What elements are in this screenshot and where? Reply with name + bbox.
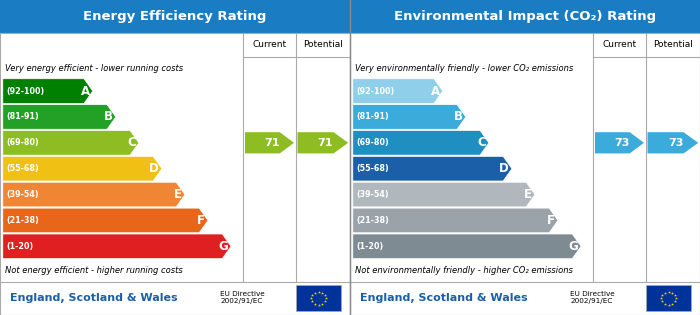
Text: England, Scotland & Wales: England, Scotland & Wales xyxy=(360,293,528,303)
Text: E: E xyxy=(174,188,182,201)
Polygon shape xyxy=(353,234,581,259)
Text: (81-91): (81-91) xyxy=(356,112,389,122)
Text: (69-80): (69-80) xyxy=(356,138,389,147)
Polygon shape xyxy=(245,132,294,153)
Polygon shape xyxy=(353,182,535,207)
Bar xyxy=(295,285,342,311)
Polygon shape xyxy=(353,156,512,181)
Text: A: A xyxy=(430,84,440,98)
Text: (21-38): (21-38) xyxy=(356,216,389,225)
Bar xyxy=(350,0,700,33)
Text: G: G xyxy=(568,240,578,253)
Text: (39-54): (39-54) xyxy=(356,190,389,199)
Text: C: C xyxy=(477,136,486,149)
Bar xyxy=(645,285,692,311)
Text: (81-91): (81-91) xyxy=(6,112,39,122)
Text: Energy Efficiency Rating: Energy Efficiency Rating xyxy=(83,10,267,23)
Text: EU Directive
2002/91/EC: EU Directive 2002/91/EC xyxy=(570,291,615,304)
Text: (69-80): (69-80) xyxy=(6,138,39,147)
Text: (92-100): (92-100) xyxy=(6,87,45,95)
Text: Current: Current xyxy=(253,40,286,49)
Text: F: F xyxy=(197,214,205,227)
Bar xyxy=(350,33,700,315)
Text: (55-68): (55-68) xyxy=(356,164,389,173)
Polygon shape xyxy=(3,156,162,181)
Text: (21-38): (21-38) xyxy=(6,216,39,225)
Text: England, Scotland & Wales: England, Scotland & Wales xyxy=(10,293,178,303)
Text: (1-20): (1-20) xyxy=(356,242,384,251)
Polygon shape xyxy=(3,208,208,233)
Polygon shape xyxy=(3,234,231,259)
Text: (1-20): (1-20) xyxy=(6,242,34,251)
Polygon shape xyxy=(3,182,185,207)
Text: B: B xyxy=(454,111,463,123)
Text: 73: 73 xyxy=(615,138,630,148)
Bar xyxy=(0,33,350,315)
Text: Potential: Potential xyxy=(303,40,343,49)
Text: 73: 73 xyxy=(668,138,683,148)
Text: EU Directive
2002/91/EC: EU Directive 2002/91/EC xyxy=(220,291,265,304)
Bar xyxy=(0,0,350,33)
Text: E: E xyxy=(524,188,532,201)
Polygon shape xyxy=(353,105,466,129)
Text: B: B xyxy=(104,111,113,123)
Polygon shape xyxy=(353,130,489,155)
Polygon shape xyxy=(353,208,558,233)
Text: (92-100): (92-100) xyxy=(356,87,395,95)
Text: Very environmentally friendly - lower CO₂ emissions: Very environmentally friendly - lower CO… xyxy=(355,64,573,73)
Polygon shape xyxy=(298,132,349,153)
Text: (55-68): (55-68) xyxy=(6,164,39,173)
Text: D: D xyxy=(499,162,509,175)
Text: Environmental Impact (CO₂) Rating: Environmental Impact (CO₂) Rating xyxy=(394,10,656,23)
Polygon shape xyxy=(648,132,699,153)
Text: Very energy efficient - lower running costs: Very energy efficient - lower running co… xyxy=(6,64,183,73)
Text: Not energy efficient - higher running costs: Not energy efficient - higher running co… xyxy=(6,266,183,275)
Polygon shape xyxy=(595,132,644,153)
Text: F: F xyxy=(547,214,555,227)
Text: (39-54): (39-54) xyxy=(6,190,39,199)
Polygon shape xyxy=(353,79,442,103)
Polygon shape xyxy=(3,105,116,129)
Text: Not environmentally friendly - higher CO₂ emissions: Not environmentally friendly - higher CO… xyxy=(355,266,573,275)
Text: C: C xyxy=(127,136,136,149)
Text: G: G xyxy=(218,240,228,253)
Text: 71: 71 xyxy=(265,138,280,148)
Polygon shape xyxy=(3,79,92,103)
Text: Potential: Potential xyxy=(653,40,693,49)
Text: A: A xyxy=(80,84,90,98)
Text: 71: 71 xyxy=(318,138,333,148)
Text: D: D xyxy=(149,162,159,175)
Polygon shape xyxy=(3,130,139,155)
Text: Current: Current xyxy=(603,40,636,49)
